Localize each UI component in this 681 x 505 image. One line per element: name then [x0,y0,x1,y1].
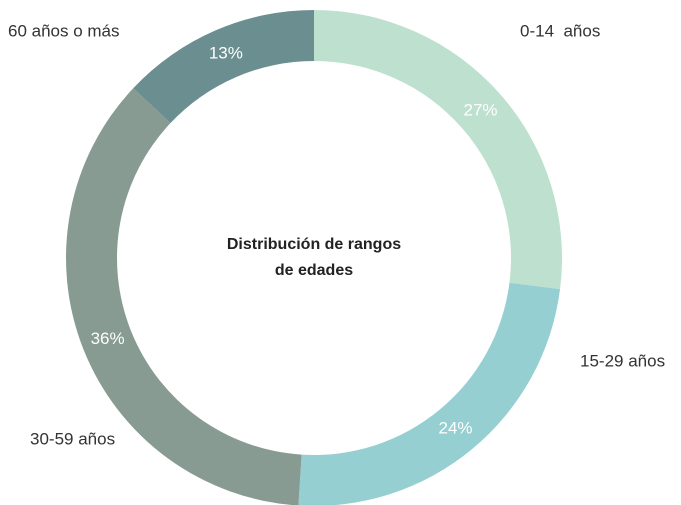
value-label: 24% [438,419,472,438]
value-label: 36% [91,329,125,348]
value-label: 27% [464,101,498,120]
category-label: 30-59 años [30,429,115,448]
category-label: 0-14 años [520,21,600,40]
donut-segment [133,10,314,124]
category-label: 60 años o más [8,21,120,40]
donut-segment [298,282,561,505]
category-label: 15-29 años [580,351,665,370]
value-label: 13% [209,44,243,63]
donut-segment [66,88,302,505]
donut-segment [314,10,562,290]
chart-title: Distribución de rangos de edades [226,236,406,279]
